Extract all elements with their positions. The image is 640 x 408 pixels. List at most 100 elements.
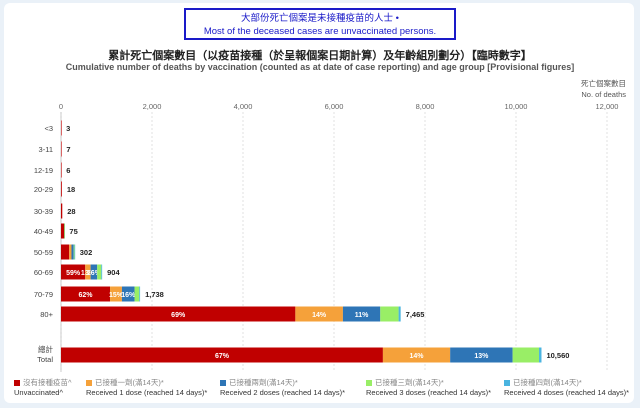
bar-segment-dose3 bbox=[380, 306, 399, 322]
bar-segment-dose3 bbox=[512, 347, 540, 363]
category-label: 80+ bbox=[40, 310, 53, 319]
bar-segment-unvaccinated bbox=[61, 181, 62, 197]
bar-segment-label: 59% bbox=[66, 270, 81, 277]
bar-segment-dose4 bbox=[101, 264, 103, 280]
bar-total-label: 7,465 bbox=[406, 310, 425, 319]
bar-segment-label: 13% bbox=[81, 270, 96, 277]
category-label: 30-39 bbox=[34, 207, 53, 216]
category-label: 總計 bbox=[38, 344, 53, 354]
bar-segment-dose3 bbox=[97, 264, 102, 280]
bar-total-label: 6 bbox=[66, 166, 70, 175]
bar-segment-dose2 bbox=[90, 264, 98, 280]
x-tick-label: 10,000 bbox=[505, 102, 528, 111]
bar-segment-label: 16% bbox=[87, 270, 102, 277]
legend-label-zh: 沒有接種疫苗^ bbox=[23, 378, 72, 387]
bar-segment-unvaccinated bbox=[61, 203, 63, 219]
notice-en: Most of the deceased cases are unvaccina… bbox=[203, 26, 437, 37]
chart-title-en: Cumulative number of deaths by vaccinati… bbox=[65, 62, 575, 72]
bar-segment-label: 13% bbox=[474, 353, 489, 360]
axis-unit-en: No. of deaths bbox=[581, 90, 626, 99]
axis-unit-zh: 死亡個案數目 bbox=[581, 79, 626, 88]
category-label: <3 bbox=[44, 124, 53, 133]
bar-segment-dose2 bbox=[342, 306, 381, 322]
bar-total-label: 302 bbox=[80, 248, 93, 257]
legend-item-unvaccinated: 沒有接種疫苗^ Unvaccinated^ bbox=[14, 378, 72, 398]
bar-segment-dose2 bbox=[450, 347, 513, 363]
bar-segment-unvaccinated bbox=[61, 244, 70, 260]
x-tick-label: 0 bbox=[59, 102, 63, 111]
bar-total-label: 904 bbox=[107, 268, 120, 277]
notice-box: 大部份死亡個案是未接種疫苗的人士 • Most of the deceased … bbox=[184, 8, 456, 40]
notice-zh: 大部份死亡個案是未接種疫苗的人士 • bbox=[241, 13, 399, 24]
bar-segment-dose4 bbox=[539, 347, 542, 363]
x-tick-label: 6,000 bbox=[325, 102, 344, 111]
bar-segment-dose3 bbox=[73, 244, 75, 260]
bar-segment-label: 62% bbox=[79, 292, 94, 299]
bar-segment-dose2 bbox=[71, 244, 74, 260]
bar-segment-dose4 bbox=[74, 244, 76, 260]
legend-label-zh: 已接種一劑(滿14天)* bbox=[95, 378, 164, 387]
bar-segment-dose1 bbox=[382, 347, 451, 363]
legend-label-en: Received 1 dose (reached 14 days)* bbox=[86, 388, 208, 397]
legend-swatch bbox=[220, 380, 226, 387]
bar-segment-dose1 bbox=[85, 264, 91, 280]
x-tick-label: 2,000 bbox=[143, 102, 162, 111]
bar-total-label: 28 bbox=[67, 207, 75, 216]
bar-segment-dose4 bbox=[139, 286, 141, 302]
legend-item-dose1: 已接種一劑(滿14天)* Received 1 dose (reached 14 … bbox=[86, 378, 207, 398]
bar-segment-label: 11% bbox=[355, 312, 369, 319]
bar-segment-dose4 bbox=[398, 306, 401, 322]
legend-label-en: Unvaccinated^ bbox=[14, 388, 63, 397]
legend-item-dose3: 已接種三劑(滿14天)* Received 3 doses (reached 14… bbox=[366, 378, 491, 398]
bar-total-label: 18 bbox=[67, 185, 75, 194]
x-tick-label: 4,000 bbox=[234, 102, 253, 111]
bar-total-label: 7 bbox=[66, 145, 70, 154]
bar-segment-dose1 bbox=[110, 286, 122, 302]
legend-label-zh: 已接種三劑(滿14天)* bbox=[375, 378, 444, 387]
legend-item-dose2: 已接種兩劑(滿14天)* Received 2 doses (reached 14… bbox=[220, 378, 345, 398]
category-label: 12-19 bbox=[34, 166, 53, 175]
bar-segment-dose1 bbox=[69, 244, 72, 260]
bar-segment-unvaccinated bbox=[61, 141, 62, 157]
chart-legend: 沒有接種疫苗^ Unvaccinated^ 已接種一劑(滿14天)* Received… bbox=[14, 378, 634, 402]
legend-swatch bbox=[86, 380, 92, 387]
bar-segment-label: 14% bbox=[312, 312, 327, 319]
legend-item-dose4: 已接種四劑(滿14天)* Received 4 doses (reached 14… bbox=[504, 378, 629, 398]
category-label: 50-59 bbox=[34, 248, 53, 257]
x-tick-label: 12,000 bbox=[596, 102, 619, 111]
legend-label-zh: 已接種兩劑(滿14天)* bbox=[229, 378, 298, 387]
bar-segment-label: 67% bbox=[215, 353, 230, 360]
chart-title-zh: 累計死亡個案數目（以疫苗接種（於呈報個案日期計算）及年齡組別劃分）【臨時數字】 bbox=[108, 50, 532, 62]
category-label: 70-79 bbox=[34, 290, 53, 299]
category-label: Total bbox=[37, 355, 53, 364]
bar-total-label: 75 bbox=[69, 227, 77, 236]
axis-unit-label: 死亡個案數目 No. of deaths bbox=[581, 78, 626, 100]
legend-label-zh: 已接種四劑(滿14天)* bbox=[513, 378, 582, 387]
legend-swatch bbox=[504, 380, 510, 387]
bar-segment-dose3 bbox=[64, 223, 65, 239]
legend-label-en: Received 4 doses (reached 14 days)* bbox=[504, 388, 630, 397]
bar-segment-unvaccinated bbox=[61, 286, 111, 302]
bar-segment-unvaccinated bbox=[61, 120, 62, 136]
bar-total-label: 1,738 bbox=[145, 290, 164, 299]
bar-segment-unvaccinated bbox=[61, 347, 383, 363]
bar-segment-unvaccinated bbox=[61, 223, 65, 239]
category-label: 20-29 bbox=[34, 185, 53, 194]
legend-label-en: Received 2 doses (reached 14 days)* bbox=[220, 388, 346, 397]
bar-segment-unvaccinated bbox=[61, 264, 86, 280]
bar-total-label: 10,560 bbox=[546, 351, 569, 360]
bar-segment-dose3 bbox=[134, 286, 140, 302]
bar-segment-dose1 bbox=[295, 306, 343, 322]
legend-swatch bbox=[14, 380, 20, 387]
bar-segment-label: 69% bbox=[171, 312, 186, 319]
x-tick-label: 8,000 bbox=[416, 102, 435, 111]
bar-segment-unvaccinated bbox=[61, 162, 62, 178]
bar-segment-label: 16% bbox=[121, 292, 136, 299]
category-label: 60-69 bbox=[34, 268, 53, 277]
legend-swatch bbox=[366, 380, 372, 387]
chart-card bbox=[4, 3, 634, 403]
category-label: 3-11 bbox=[39, 145, 53, 154]
bar-segment-unvaccinated bbox=[61, 306, 296, 322]
legend-label-en: Received 3 doses (reached 14 days)* bbox=[366, 388, 492, 397]
